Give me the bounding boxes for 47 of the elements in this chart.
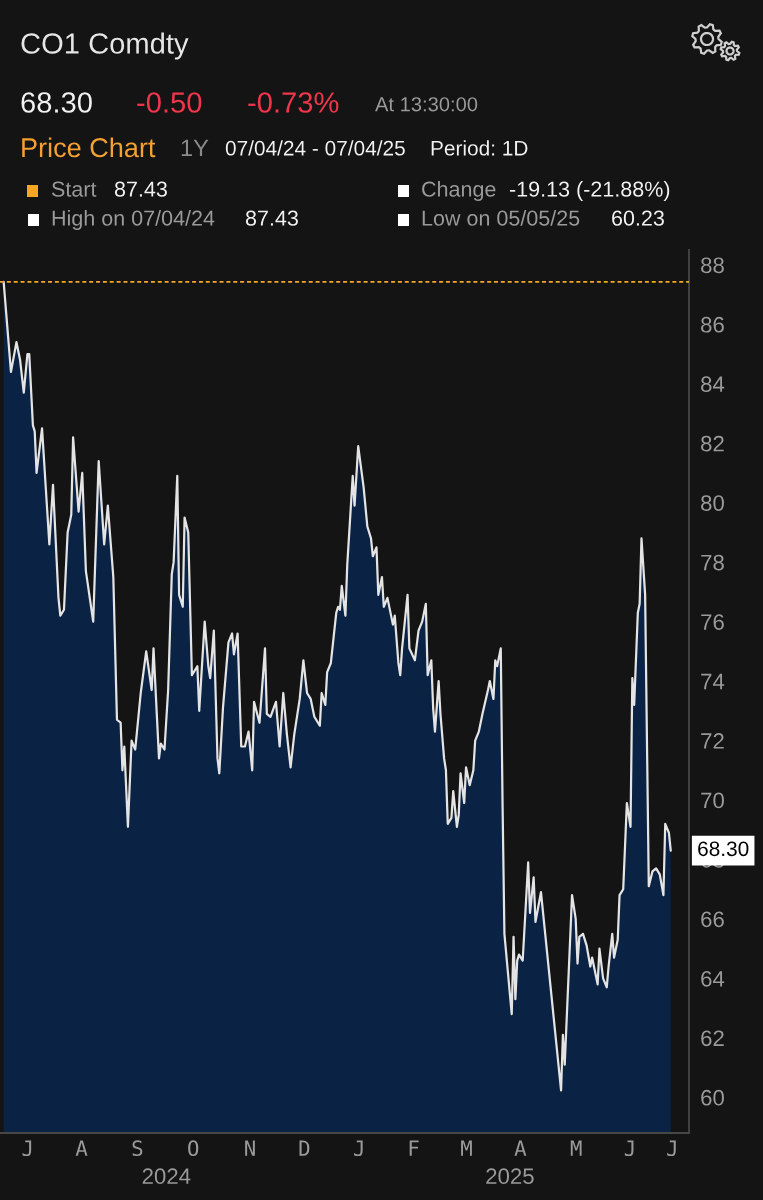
text: J [22, 1140, 32, 1157]
x-tick-label: 2025 [486, 1168, 534, 1185]
text: F [409, 1140, 419, 1156]
y-tick-label: 60 [701, 1089, 724, 1106]
text: A [514, 1140, 527, 1156]
text: J [354, 1140, 363, 1157]
text: D [299, 1140, 310, 1156]
text: 07/04/24 - 07/04/25 [225, 140, 405, 156]
text: M [461, 1140, 472, 1156]
text: 60.23 [612, 210, 664, 226]
text: -0.73% [248, 92, 339, 113]
y-tick-label: 82 [701, 435, 724, 452]
y-tick-label: 80 [701, 495, 724, 511]
text: M [570, 1140, 582, 1156]
y-tick-label: 78 [701, 554, 724, 571]
text: A [75, 1140, 88, 1156]
text: -19.13 (-21.88%) [509, 180, 670, 202]
y-tick-label: 64 [701, 970, 725, 987]
text: S [132, 1140, 143, 1157]
chart-subtitle: Price Chart [22, 137, 156, 158]
text: 87.43 [245, 210, 298, 226]
text: 1Y [181, 139, 209, 157]
y-tick-label: 74 [701, 673, 725, 690]
y-tick-label: 88 [701, 257, 724, 274]
chart-title: CO1 Comdty [21, 32, 189, 60]
y-tick-label: 86 [701, 316, 724, 333]
text: -0.50 [137, 92, 202, 113]
y-tick-label: 84 [701, 376, 725, 393]
text: J [624, 1140, 634, 1157]
text: J [667, 1140, 676, 1157]
text: Low on 05/05/25 [422, 209, 580, 226]
text: Change [422, 180, 496, 202]
text: N [245, 1140, 255, 1156]
y-tick-label: 70 [701, 792, 724, 809]
text: 68.30 [21, 92, 92, 113]
text: Period: 1D [431, 140, 528, 156]
legend-label: Start [51, 181, 97, 197]
annotation: 68.30 [698, 841, 749, 857]
x-tick-label: 2024 [142, 1168, 191, 1185]
y-tick-label: 76 [701, 614, 724, 630]
text: 87.43 [114, 181, 167, 197]
text: High on 07/04/24 [52, 209, 215, 231]
y-tick-label: 62 [701, 1030, 724, 1047]
y-tick-label: 72 [701, 733, 724, 749]
y-tick-label: 66 [701, 911, 724, 928]
text: At 13:30:00 [375, 97, 478, 112]
text: O [188, 1140, 199, 1157]
